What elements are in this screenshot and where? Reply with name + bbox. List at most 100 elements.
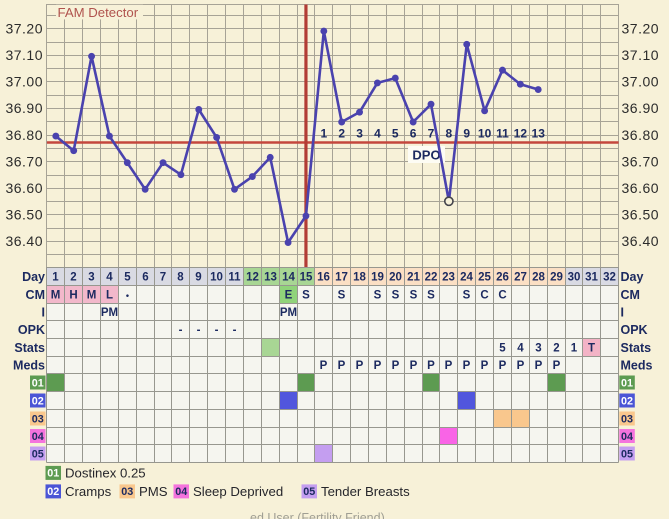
svg-text:Tender Breasts: Tender Breasts	[321, 484, 410, 499]
svg-text:5: 5	[124, 272, 131, 284]
svg-text:36.40: 36.40	[622, 233, 660, 249]
svg-text:C: C	[498, 290, 506, 302]
svg-text:Day: Day	[621, 270, 644, 284]
svg-text:36.40: 36.40	[5, 233, 43, 249]
svg-text:22: 22	[425, 272, 438, 284]
svg-text:M: M	[87, 290, 97, 302]
svg-text:DPO: DPO	[412, 148, 440, 163]
svg-text:36.60: 36.60	[622, 180, 660, 196]
svg-text:8: 8	[446, 127, 453, 141]
svg-text:37.00: 37.00	[5, 74, 43, 90]
svg-text:I: I	[42, 306, 45, 320]
svg-text:02: 02	[621, 395, 633, 407]
svg-text:S: S	[463, 290, 471, 302]
svg-text:Sleep Deprived: Sleep Deprived	[193, 484, 283, 499]
svg-text:P: P	[392, 360, 400, 372]
svg-text:36.60: 36.60	[5, 180, 43, 196]
svg-text:28: 28	[532, 272, 545, 284]
svg-text:CM: CM	[26, 288, 45, 302]
svg-text:11: 11	[228, 272, 241, 284]
svg-text:S: S	[392, 290, 400, 302]
svg-text:PM: PM	[280, 307, 297, 319]
svg-text:P: P	[320, 360, 328, 372]
svg-text:FAM Detector: FAM Detector	[58, 5, 139, 20]
svg-text:-: -	[197, 325, 201, 337]
svg-text:24: 24	[460, 272, 473, 284]
svg-text:-: -	[233, 325, 237, 337]
svg-text:6: 6	[410, 127, 417, 141]
svg-text:16: 16	[317, 272, 330, 284]
svg-text:20: 20	[389, 272, 402, 284]
svg-text:04: 04	[32, 431, 44, 443]
svg-text:36.80: 36.80	[622, 127, 660, 143]
svg-text:37.10: 37.10	[622, 47, 660, 63]
svg-text:31: 31	[585, 272, 598, 284]
svg-text:2: 2	[338, 127, 345, 141]
svg-text:Meds: Meds	[13, 359, 45, 373]
svg-text:4: 4	[106, 272, 113, 284]
svg-text:2: 2	[70, 272, 76, 284]
svg-text:03: 03	[121, 486, 133, 498]
svg-text:4: 4	[517, 343, 524, 355]
svg-text:E: E	[285, 290, 293, 302]
svg-text:01: 01	[47, 468, 59, 480]
svg-text:ed User (Fertility Friend): ed User (Fertility Friend)	[250, 511, 385, 519]
svg-text:13: 13	[264, 272, 277, 284]
svg-text:P: P	[481, 360, 489, 372]
svg-text:-: -	[215, 325, 219, 337]
svg-text:3: 3	[356, 127, 363, 141]
svg-text:18: 18	[353, 272, 366, 284]
svg-text:36.50: 36.50	[5, 207, 43, 223]
svg-text:37.10: 37.10	[5, 47, 43, 63]
svg-text:37.20: 37.20	[5, 20, 43, 36]
svg-text:37.20: 37.20	[622, 20, 660, 36]
svg-text:PMS: PMS	[139, 484, 168, 499]
svg-text:1: 1	[320, 127, 327, 141]
svg-text:9: 9	[195, 272, 201, 284]
svg-text:1: 1	[571, 343, 578, 355]
svg-text:P: P	[445, 360, 453, 372]
svg-text:9: 9	[463, 127, 470, 141]
svg-text:36.90: 36.90	[622, 100, 660, 116]
svg-text:10: 10	[478, 127, 492, 141]
svg-text:04: 04	[621, 431, 633, 443]
svg-text:5: 5	[499, 343, 506, 355]
svg-text:2: 2	[553, 343, 559, 355]
svg-text:P: P	[338, 360, 346, 372]
svg-text:Meds: Meds	[621, 359, 653, 373]
svg-text:27: 27	[514, 272, 527, 284]
svg-text:P: P	[356, 360, 364, 372]
svg-text:37.00: 37.00	[622, 74, 660, 90]
svg-text:6: 6	[142, 272, 148, 284]
svg-text:Dostinex 0.25: Dostinex 0.25	[65, 466, 146, 481]
svg-text:30: 30	[568, 272, 581, 284]
svg-text:02: 02	[47, 486, 59, 498]
svg-text:3: 3	[88, 272, 94, 284]
svg-text:17: 17	[335, 272, 348, 284]
svg-text:5: 5	[392, 127, 399, 141]
svg-text:10: 10	[210, 272, 223, 284]
svg-text:7: 7	[428, 127, 435, 141]
svg-text:04: 04	[175, 486, 187, 498]
svg-text:P: P	[374, 360, 382, 372]
svg-text:P: P	[427, 360, 435, 372]
svg-text:05: 05	[621, 448, 633, 460]
svg-text:S: S	[338, 290, 346, 302]
svg-text:PM: PM	[101, 307, 118, 319]
svg-text:03: 03	[32, 413, 44, 425]
svg-text:03: 03	[621, 413, 633, 425]
svg-text:8: 8	[177, 272, 184, 284]
svg-text:36.90: 36.90	[5, 100, 43, 116]
svg-text:OPK: OPK	[18, 323, 45, 337]
svg-text:32: 32	[603, 272, 616, 284]
svg-text:S: S	[410, 290, 418, 302]
svg-text:Cramps: Cramps	[65, 484, 112, 499]
svg-text:P: P	[535, 360, 543, 372]
svg-text:21: 21	[407, 272, 420, 284]
svg-text:P: P	[499, 360, 507, 372]
svg-text:T: T	[588, 343, 595, 355]
svg-text:05: 05	[303, 486, 315, 498]
svg-text:15: 15	[300, 272, 313, 284]
svg-text:Day: Day	[22, 270, 45, 284]
svg-text:36.70: 36.70	[622, 153, 660, 169]
